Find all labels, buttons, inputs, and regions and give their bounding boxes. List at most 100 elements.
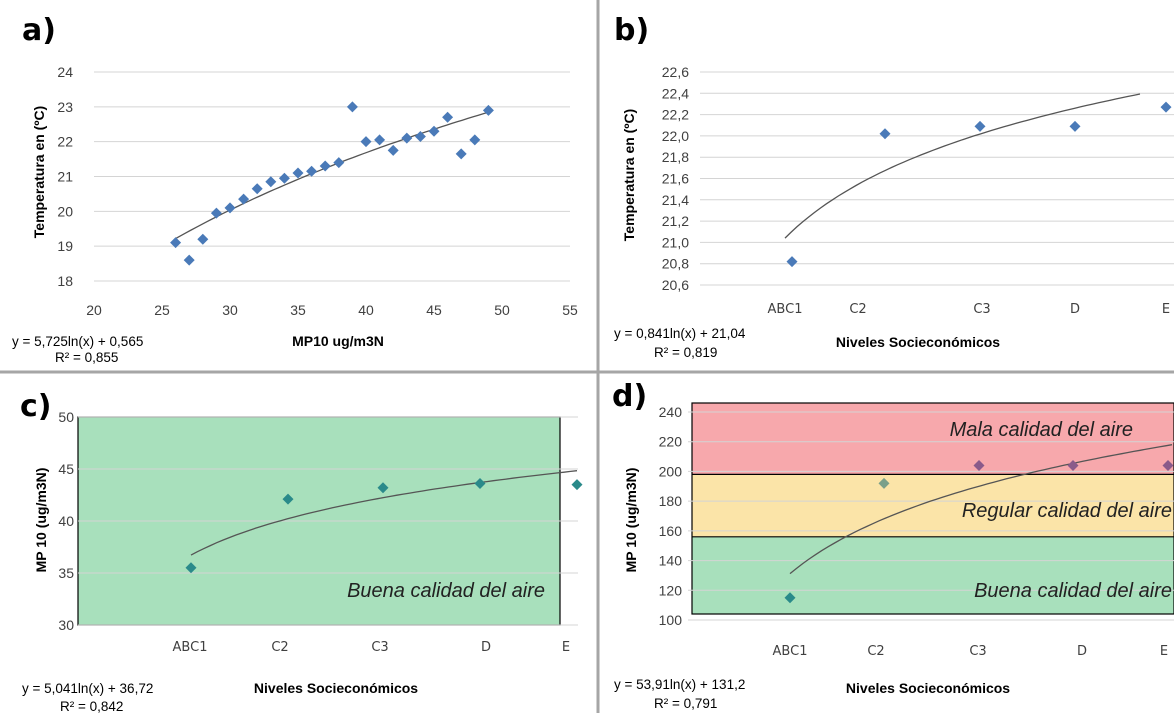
b-y-tick-label: 21,4 (662, 192, 689, 208)
b-y-tick-label: 22,6 (662, 64, 689, 80)
panel-a-points (170, 101, 494, 266)
b-y-tick-label: 21,2 (662, 213, 689, 229)
d-y-tick-label: 120 (659, 582, 683, 598)
b-y-tick-label: 22,2 (662, 107, 689, 123)
d-y-tick-label: 240 (659, 404, 683, 420)
a-data-point (401, 132, 413, 144)
panel-b: 20,6 20,8 21,0 21,2 21,4 21,6 21,8 22,0 22,2 22,4… (614, 13, 1174, 360)
d-y-tick-label: 140 (659, 553, 683, 569)
panel-d-good-zone-label: Buena calidad del aire (974, 580, 1172, 602)
panel-d-trendline (789, 444, 1173, 575)
panel-d-y-ticks: 100 120 140 160 180 200 220 240 (659, 404, 683, 628)
panel-b-label: b) (614, 13, 649, 48)
panel-c-x-axis-label: Niveles Socieconómicos (254, 680, 418, 696)
panel-d-label: d) (612, 379, 647, 414)
c-y-tick-label: 50 (58, 409, 74, 425)
panel-b-y-axis-label: Temperatura en (ºC) (621, 109, 637, 241)
c-data-point (377, 482, 389, 494)
panel-c-y-axis-label: MP 10 (ug/m3N) (33, 468, 49, 573)
c-data-point (571, 479, 583, 491)
a-data-point (306, 165, 318, 177)
panel-c-x-ticks: ABC1 C2 C3 D E (173, 640, 571, 655)
b-y-tick-label: 21,8 (662, 149, 689, 165)
a-data-point (224, 202, 236, 214)
a-data-point (197, 233, 209, 245)
a-x-tick-label: 40 (358, 302, 374, 318)
a-y-tick-label: 18 (57, 273, 73, 289)
a-data-point (374, 134, 386, 146)
b-x-tick-label: C2 (849, 302, 866, 317)
a-y-tick-label: 23 (57, 99, 73, 115)
panel-b-points (786, 101, 1172, 268)
panel-c-gridlines (78, 416, 578, 626)
b-data-point (1160, 101, 1172, 113)
d-x-tick-label: C3 (969, 644, 986, 659)
d-x-tick-label: D (1077, 644, 1087, 659)
panel-b-equation: y = 0,841ln(x) + 21,04 (614, 326, 746, 341)
d-data-point (1067, 459, 1079, 471)
panel-a-r2: R² = 0,855 (55, 350, 118, 365)
a-data-point (333, 157, 345, 169)
b-y-tick-label: 21,6 (662, 171, 689, 187)
a-x-tick-label: 20 (86, 302, 102, 318)
c-x-tick-label: D (481, 640, 491, 655)
b-x-tick-label: ABC1 (768, 302, 803, 317)
a-data-point (360, 136, 372, 148)
d-data-point (973, 459, 985, 471)
a-data-point (278, 172, 290, 184)
b-data-point (1069, 120, 1081, 132)
a-data-point (292, 167, 304, 179)
b-x-tick-label: E (1162, 302, 1170, 317)
panel-c-y-ticks: 30 35 40 45 50 (58, 409, 74, 633)
c-x-tick-label: ABC1 (173, 640, 208, 655)
a-x-tick-label: 35 (290, 302, 306, 318)
a-data-point (170, 237, 182, 249)
panel-a-equation: y = 5,725ln(x) + 0,565 (12, 334, 143, 349)
panel-c-trendline (190, 470, 578, 556)
panel-d-regular-air-zone (692, 474, 1174, 537)
b-y-tick-label: 22,0 (662, 128, 689, 144)
panel-c-zone-label: Buena calidad del aire (347, 580, 545, 602)
panel-a-x-ticks: 20 25 30 35 40 45 50 55 (86, 302, 578, 318)
c-y-tick-label: 35 (58, 565, 74, 581)
a-data-point (319, 160, 331, 172)
panel-a-y-ticks: 18 19 20 21 22 23 24 (57, 64, 73, 289)
panel-b-gridlines (700, 71, 1174, 286)
panel-c-points (185, 478, 583, 574)
a-y-tick-label: 22 (57, 134, 73, 150)
a-y-tick-label: 24 (57, 64, 73, 80)
b-y-tick-label: 20,8 (662, 256, 689, 272)
panel-d-points (784, 459, 1174, 604)
panel-d-x-ticks: ABC1 C2 C3 D E (773, 644, 1169, 659)
d-x-tick-label: C2 (867, 644, 884, 659)
c-y-tick-label: 30 (58, 617, 74, 633)
panel-d: 100 120 140 160 180 200 220 240 ABC1 C2 C3 D E Mala… (612, 379, 1174, 711)
d-y-tick-label: 200 (659, 463, 683, 479)
d-data-point (1162, 459, 1174, 471)
a-data-point (238, 193, 250, 205)
c-data-point (185, 562, 197, 574)
panel-c: 30 35 40 45 50 ABC1 C2 C3 D E Buena calidad del … (20, 389, 583, 713)
b-y-tick-label: 22,4 (662, 85, 689, 101)
a-data-point (183, 254, 195, 266)
a-x-tick-label: 30 (222, 302, 238, 318)
b-y-tick-label: 20,6 (662, 277, 689, 293)
a-data-point (428, 125, 440, 137)
a-x-tick-label: 50 (494, 302, 510, 318)
c-data-point (282, 493, 294, 505)
a-data-point (346, 101, 358, 113)
panel-b-x-axis-label: Niveles Socieconómicos (836, 334, 1000, 350)
panel-d-zone-frame (691, 402, 1174, 615)
c-data-point (474, 478, 486, 490)
d-y-tick-label: 160 (659, 523, 683, 539)
panel-d-equation: y = 53,91ln(x) + 131,2 (614, 677, 745, 692)
d-y-tick-label: 100 (659, 612, 683, 628)
panel-d-r2: R² = 0,791 (654, 696, 717, 711)
b-data-point (974, 120, 986, 132)
panel-d-bad-zone-label: Mala calidad del aire (950, 419, 1133, 441)
a-data-point (265, 176, 277, 188)
a-data-point (482, 104, 494, 116)
panel-d-good-air-zone (692, 536, 1174, 614)
panel-a-trendline (175, 111, 489, 240)
